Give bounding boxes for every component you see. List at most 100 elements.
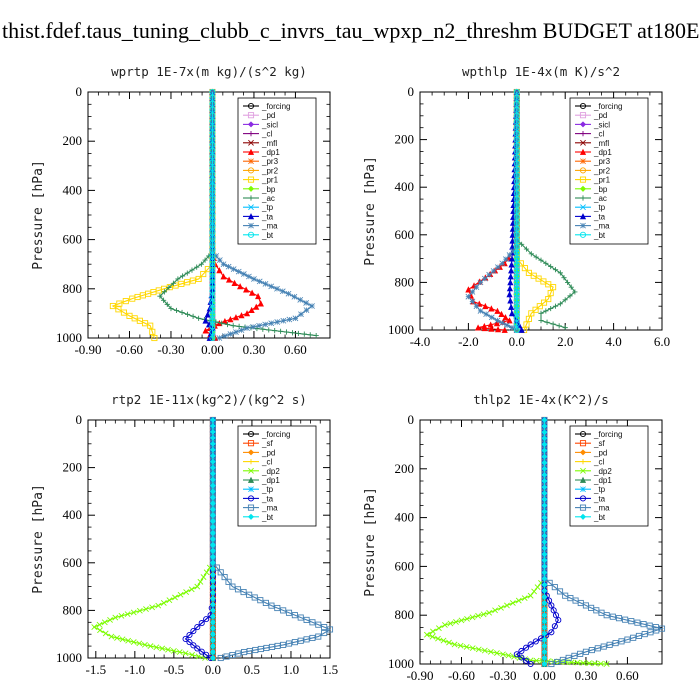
legend-marker	[247, 148, 255, 155]
data-point	[120, 309, 128, 316]
data-point	[541, 447, 548, 454]
data-point	[209, 206, 216, 213]
x-tick-label: 0.0	[509, 334, 525, 349]
data-point	[508, 261, 515, 268]
data-point	[209, 595, 216, 602]
data-point	[209, 583, 216, 590]
data-point	[540, 299, 548, 306]
data-point	[492, 607, 498, 614]
data-point	[506, 285, 514, 292]
data-point	[209, 223, 216, 230]
y-axis-label: Pressure [hPa]	[363, 156, 378, 266]
data-point	[622, 616, 629, 623]
data-point	[541, 514, 548, 521]
data-point	[175, 276, 181, 282]
data-point	[521, 595, 528, 602]
y-tick-label: 400	[395, 179, 415, 194]
legend-entry: _bt	[261, 231, 274, 240]
data-point	[243, 286, 250, 293]
legend-marker	[248, 486, 254, 493]
data-point	[506, 291, 513, 298]
data-point	[209, 188, 216, 195]
data-point	[303, 636, 310, 643]
legend-entry: _ta	[593, 494, 606, 503]
data-point	[220, 273, 227, 280]
data-point	[238, 327, 245, 334]
data-point	[498, 604, 504, 611]
data-point	[227, 331, 234, 337]
legend-marker	[247, 430, 255, 438]
data-point	[513, 112, 520, 119]
data-point	[209, 416, 216, 424]
legend-marker	[248, 131, 254, 137]
data-point	[209, 252, 216, 260]
data-point	[541, 502, 548, 509]
data-point	[548, 263, 554, 270]
data-point	[230, 266, 237, 273]
data-point	[257, 300, 264, 307]
data-point	[209, 631, 216, 638]
data-point	[441, 622, 448, 628]
y-tick-label: 600	[395, 558, 415, 573]
legend-entry: _ta	[261, 494, 274, 503]
data-point	[513, 279, 520, 286]
legend-entry: _pd	[593, 111, 607, 120]
data-point	[482, 302, 489, 310]
series-pr1	[109, 88, 216, 342]
data-point	[213, 253, 220, 259]
data-point	[624, 636, 631, 643]
data-point	[513, 273, 520, 280]
x-tick-label: -0.30	[489, 668, 516, 683]
legend-marker	[247, 112, 255, 119]
legend-marker	[580, 459, 586, 465]
data-point	[292, 315, 299, 322]
legend-entry: _ma	[593, 504, 610, 513]
data-point	[114, 635, 120, 641]
data-point	[170, 280, 176, 286]
legend-entry: _cl	[593, 130, 604, 139]
data-point	[571, 652, 578, 659]
data-point	[612, 640, 619, 647]
data-point	[646, 622, 653, 629]
data-point	[541, 477, 548, 485]
data-point	[217, 569, 224, 576]
data-point	[516, 654, 523, 661]
data-point	[235, 650, 242, 657]
data-point	[488, 305, 495, 312]
data-point	[490, 268, 497, 274]
data-point	[220, 261, 227, 268]
data-point	[268, 320, 275, 327]
data-point	[552, 612, 560, 619]
data-point	[592, 660, 598, 667]
data-point	[429, 628, 436, 635]
data-point	[209, 159, 216, 166]
data-point	[315, 633, 322, 640]
data-point	[481, 647, 488, 654]
data-point	[503, 256, 509, 263]
data-point	[268, 602, 275, 609]
data-point	[518, 654, 525, 661]
y-tick-label: 0	[408, 412, 415, 427]
data-point	[435, 635, 441, 642]
data-point	[116, 300, 123, 307]
data-point	[545, 296, 552, 303]
data-point	[559, 656, 566, 663]
legend-marker	[579, 430, 587, 438]
data-point	[435, 625, 442, 632]
data-point	[541, 416, 548, 424]
data-point	[561, 275, 567, 281]
legend-entry: _dp1	[593, 476, 612, 485]
data-point	[198, 648, 205, 655]
data-point	[551, 584, 558, 591]
data-point	[195, 275, 202, 283]
data-point	[568, 284, 574, 290]
data-point	[536, 303, 543, 310]
data-point	[541, 526, 548, 533]
data-point	[513, 309, 520, 316]
data-point	[500, 651, 506, 658]
legend-entry: _tp	[593, 485, 606, 494]
data-point	[249, 289, 256, 296]
data-point	[209, 118, 216, 125]
data-point	[429, 633, 436, 640]
chart-panel-4: thlp2 1E-4x(K^2)/s Pressure [hPa] 0 200 400 6…	[363, 392, 666, 683]
